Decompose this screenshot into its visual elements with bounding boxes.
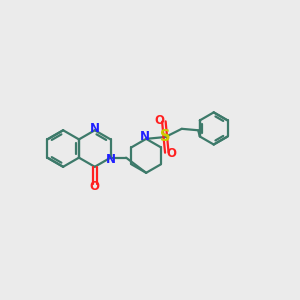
Text: O: O	[154, 114, 164, 128]
Text: N: N	[140, 130, 150, 143]
Text: N: N	[90, 122, 100, 135]
Text: O: O	[90, 180, 100, 193]
Text: S: S	[160, 129, 171, 144]
Text: O: O	[166, 147, 176, 160]
Text: N: N	[106, 153, 116, 166]
